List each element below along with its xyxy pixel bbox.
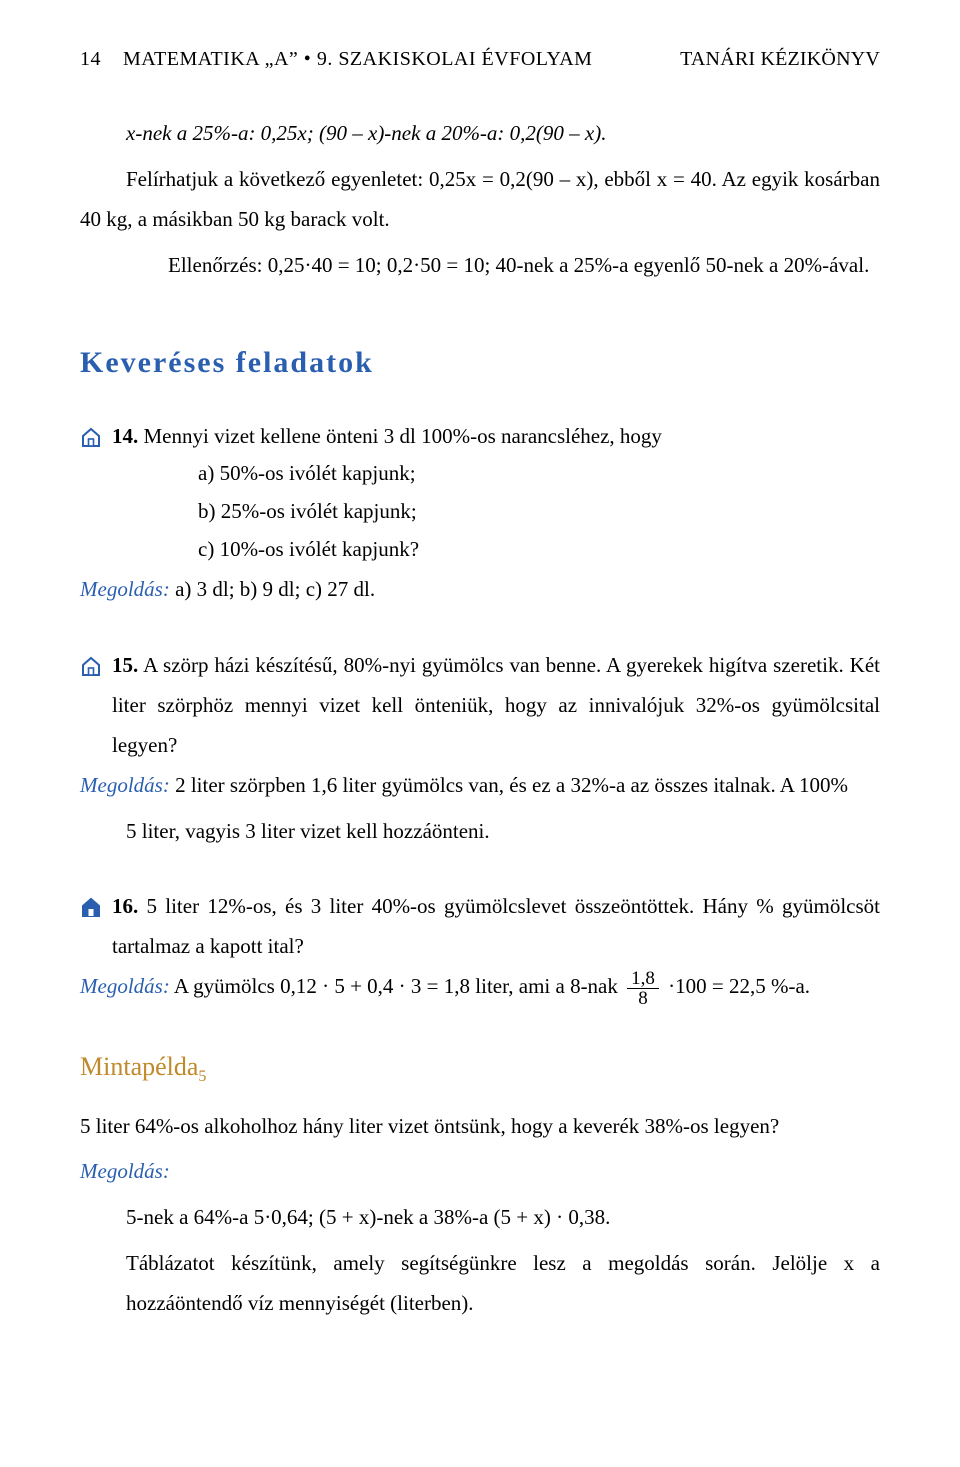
- exercise-16-text: 5 liter 12%-os, és 3 liter 40%-os gyümöl…: [112, 894, 880, 958]
- house-solid-icon: [80, 891, 102, 931]
- mintapelda-line1: 5-nek a 64%-a 5·0,64; (5 + x)-nek a 38%-…: [80, 1198, 880, 1238]
- page-header: 14 MATEMATIKA „A” • 9. SZAKISKOLAI ÉVFOL…: [80, 40, 880, 78]
- section-heading: Keveréses feladatok: [80, 334, 880, 391]
- exercise-15-text: A szörp házi készítésű, 80%-nyi gyümölcs…: [112, 653, 880, 757]
- house-open-icon: [80, 650, 102, 690]
- header-left-title: MATEMATIKA „A” • 9. SZAKISKOLAI ÉVFOLYAM: [123, 48, 592, 70]
- exercise-15-number: 15.: [112, 653, 138, 677]
- exercise-14-text: Mennyi vizet kellene önteni 3 dl 100%-os…: [144, 424, 662, 448]
- house-open-icon: [80, 421, 102, 461]
- intro-line-2: Felírhatjuk a következő egyenletet: 0,25…: [80, 160, 880, 240]
- exercise-15-solution-line2: 5 liter, vagyis 3 liter vizet kell hozzá…: [80, 812, 880, 852]
- fraction: 1,88: [627, 969, 659, 1008]
- exercise-14-solution: Megoldás: a) 3 dl; b) 9 dl; c) 27 dl.: [80, 570, 880, 610]
- intro-line-3: Ellenőrzés: 0,25·40 = 10; 0,2·50 = 10; 4…: [80, 246, 880, 286]
- exercise-14-b: b) 25%-os ivólét kapjunk;: [112, 492, 880, 532]
- exercise-16-number: 16.: [112, 894, 138, 918]
- exercise-16-solution: Megoldás: A gyümölcs 0,12 · 5 + 0,4 · 3 …: [80, 967, 880, 1008]
- header-right-title: TANÁRI KÉZIKÖNYV: [680, 40, 880, 78]
- exercise-14-number: 14.: [112, 424, 138, 448]
- exercise-14-c: c) 10%-os ivólét kapjunk?: [112, 530, 880, 570]
- exercise-15: 15. A szörp házi készítésű, 80%-nyi gyüm…: [80, 646, 880, 766]
- page-number: 14: [80, 48, 101, 70]
- exercise-15-solution-line1: Megoldás: 2 liter szörpben 1,6 liter gyü…: [80, 766, 880, 806]
- exercise-14: 14. Mennyi vizet kellene önteni 3 dl 100…: [80, 417, 880, 571]
- header-left: 14 MATEMATIKA „A” • 9. SZAKISKOLAI ÉVFOL…: [80, 40, 592, 78]
- exercise-14-a: a) 50%-os ivólét kapjunk;: [112, 454, 880, 494]
- intro-line-1: x-nek a 25%-a: 0,25x; (90 – x)-nek a 20%…: [80, 114, 880, 154]
- mintapelda-heading: Mintapélda5: [80, 1042, 880, 1093]
- mintapelda-question: 5 liter 64%-os alkoholhoz hány liter viz…: [80, 1107, 880, 1147]
- exercise-16: 16. 5 liter 12%-os, és 3 liter 40%-os gy…: [80, 887, 880, 967]
- mintapelda-line2: Táblázatot készítünk, amely segítségünkr…: [80, 1244, 880, 1324]
- mintapelda-solution-label: Megoldás:: [80, 1152, 880, 1192]
